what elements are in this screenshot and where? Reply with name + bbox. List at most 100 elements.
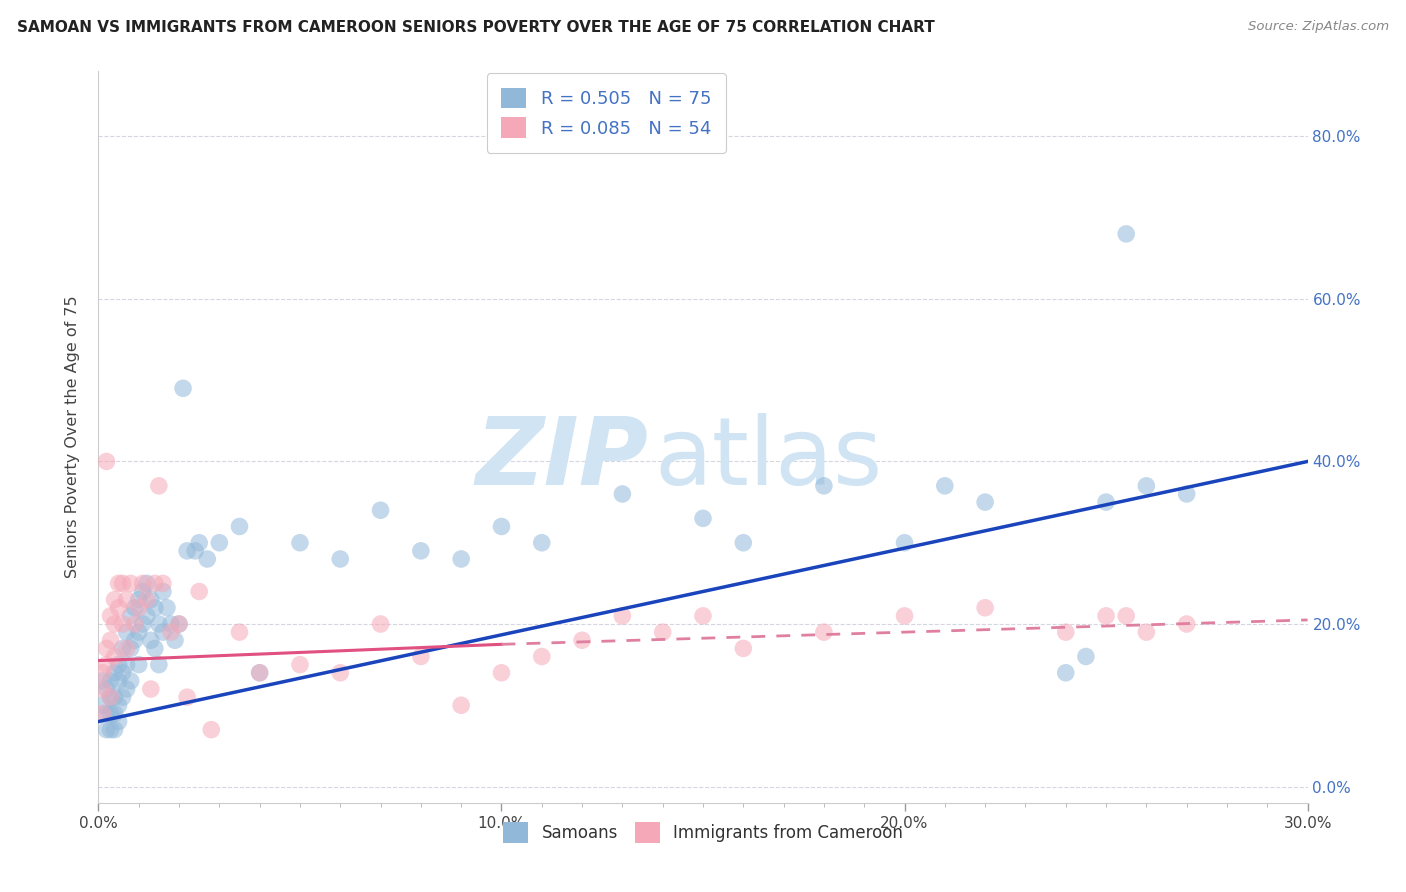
Point [135, 608, 157, 623]
Point [692, 608, 714, 623]
Point [370, 503, 392, 517]
Point [100, 706, 122, 721]
Point [91, 681, 114, 696]
Point [974, 600, 997, 615]
Point [107, 673, 129, 688]
Point [329, 665, 352, 680]
Point [160, 617, 183, 632]
Point [100, 633, 122, 648]
Point [103, 690, 125, 705]
Point [329, 552, 352, 566]
Point [132, 576, 155, 591]
Point [107, 600, 129, 615]
Point [1175, 487, 1198, 501]
Point [143, 600, 166, 615]
Point [111, 576, 134, 591]
Point [208, 535, 231, 549]
Point [120, 576, 142, 591]
Point [1054, 625, 1077, 640]
Point [120, 641, 142, 656]
Point [91, 673, 114, 688]
Point [135, 592, 157, 607]
Point [1115, 608, 1137, 623]
Point [96, 706, 118, 721]
Point [124, 633, 146, 648]
Text: ZIP: ZIP [475, 413, 648, 505]
Point [100, 723, 122, 737]
Point [148, 617, 170, 632]
Point [530, 535, 553, 549]
Point [120, 608, 142, 623]
Point [107, 714, 129, 729]
Point [1115, 227, 1137, 241]
Point [128, 592, 150, 607]
Point [409, 544, 432, 558]
Point [111, 690, 134, 705]
Point [450, 552, 472, 566]
Point [128, 625, 150, 640]
Point [139, 592, 162, 607]
Point [733, 641, 755, 656]
Point [1095, 495, 1118, 509]
Point [893, 535, 915, 549]
Point [176, 690, 198, 705]
Point [91, 665, 114, 680]
Point [249, 665, 271, 680]
Point [115, 641, 138, 656]
Point [91, 706, 114, 721]
Point [143, 576, 166, 591]
Point [107, 698, 129, 713]
Point [651, 625, 673, 640]
Point [1054, 665, 1077, 680]
Point [107, 576, 129, 591]
Point [115, 657, 138, 672]
Point [409, 649, 432, 664]
Point [124, 600, 146, 615]
Point [228, 519, 250, 533]
Point [172, 381, 194, 395]
Point [139, 633, 162, 648]
Point [139, 681, 162, 696]
Point [100, 690, 122, 705]
Point [111, 641, 134, 656]
Legend: Samoans, Immigrants from Cameroon: Samoans, Immigrants from Cameroon [496, 815, 910, 849]
Point [167, 617, 190, 632]
Point [132, 584, 155, 599]
Point [111, 665, 134, 680]
Point [184, 544, 207, 558]
Point [612, 487, 634, 501]
Point [115, 592, 138, 607]
Point [813, 625, 835, 640]
Point [128, 657, 150, 672]
Point [96, 454, 118, 468]
Point [1135, 479, 1157, 493]
Point [1095, 608, 1118, 623]
Point [103, 706, 125, 721]
Point [103, 649, 125, 664]
Point [96, 641, 118, 656]
Point [100, 673, 122, 688]
Point [491, 519, 513, 533]
Point [200, 723, 222, 737]
Text: SAMOAN VS IMMIGRANTS FROM CAMEROON SENIORS POVERTY OVER THE AGE OF 75 CORRELATIO: SAMOAN VS IMMIGRANTS FROM CAMEROON SENIO… [17, 20, 935, 35]
Point [115, 681, 138, 696]
Point [96, 657, 118, 672]
Point [571, 633, 593, 648]
Point [370, 617, 392, 632]
Point [813, 479, 835, 493]
Point [143, 641, 166, 656]
Point [188, 584, 211, 599]
Point [195, 552, 218, 566]
Point [152, 584, 174, 599]
Point [288, 535, 311, 549]
Point [176, 544, 198, 558]
Point [1175, 617, 1198, 632]
Point [249, 665, 271, 680]
Point [103, 665, 125, 680]
Point [160, 625, 183, 640]
Point [156, 600, 179, 615]
Point [692, 511, 714, 525]
Point [1074, 649, 1097, 664]
Point [111, 617, 134, 632]
Point [148, 657, 170, 672]
